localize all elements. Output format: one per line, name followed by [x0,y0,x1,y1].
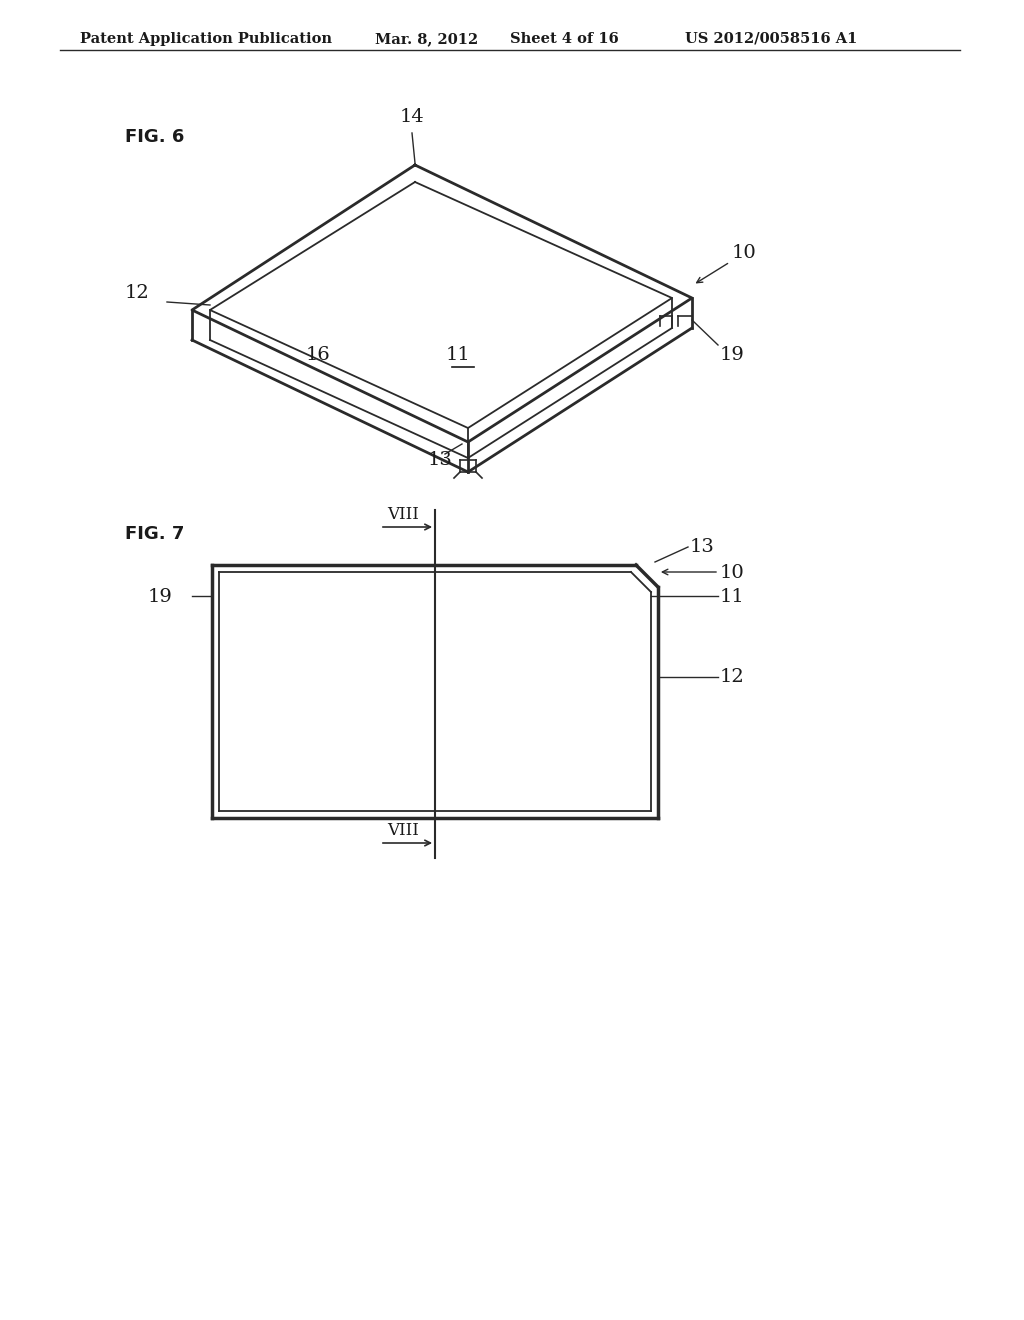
Text: 10: 10 [732,244,757,261]
Text: FIG. 7: FIG. 7 [125,525,184,543]
Text: 13: 13 [428,451,453,469]
Text: FIG. 6: FIG. 6 [125,128,184,147]
Text: VIII: VIII [387,506,419,523]
Text: 19: 19 [148,587,173,606]
Text: 10: 10 [720,564,744,582]
Text: Sheet 4 of 16: Sheet 4 of 16 [510,32,618,46]
Text: VIII: VIII [387,822,419,840]
Text: US 2012/0058516 A1: US 2012/0058516 A1 [685,32,857,46]
Text: Patent Application Publication: Patent Application Publication [80,32,332,46]
Text: 11: 11 [720,587,744,606]
Text: 11: 11 [445,346,470,364]
Text: Mar. 8, 2012: Mar. 8, 2012 [375,32,478,46]
Text: 19: 19 [720,346,744,364]
Text: 13: 13 [690,539,715,556]
Text: 16: 16 [305,346,331,364]
Text: 12: 12 [125,284,150,302]
Text: 14: 14 [399,108,424,125]
Text: 12: 12 [720,668,744,686]
